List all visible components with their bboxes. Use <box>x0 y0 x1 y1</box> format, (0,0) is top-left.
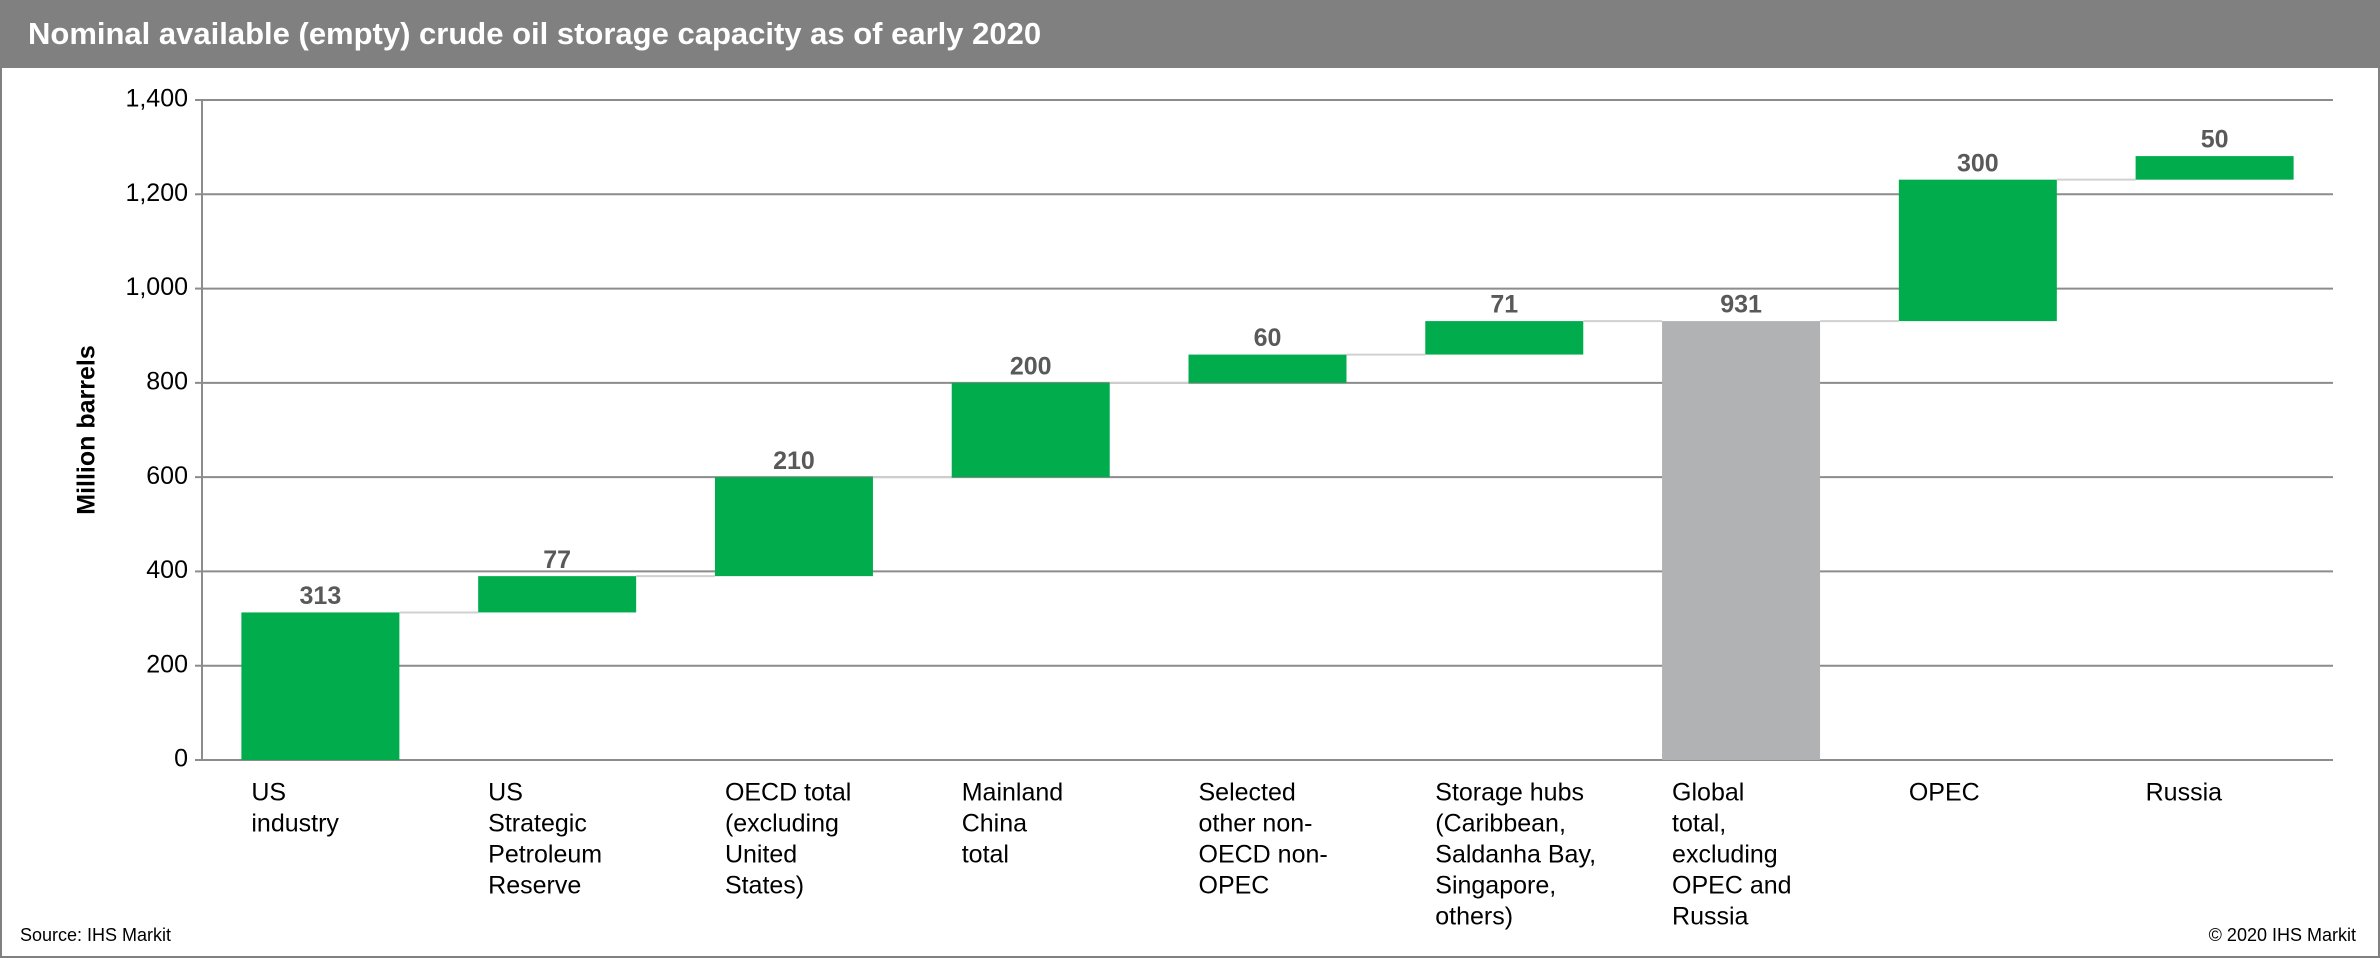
x-tick-label: (excluding <box>725 810 839 838</box>
x-tick-label: OECD total <box>725 779 851 807</box>
y-tick-label: 1,000 <box>125 273 188 301</box>
x-tick-label: Petroleum <box>488 841 602 869</box>
value-label: 210 <box>773 447 815 475</box>
x-tick-label: US <box>488 779 523 807</box>
source: Source: IHS Markit <box>20 925 171 945</box>
x-tick-label: Strategic <box>488 810 587 838</box>
x-tick-label: OECD non- <box>1199 841 1328 869</box>
x-tick-label: OPEC and <box>1672 872 1792 900</box>
x-tick-label: OPEC <box>1909 779 1980 807</box>
x-tick-label: Storage hubs <box>1435 779 1584 807</box>
y-tick-label: 1,200 <box>125 179 188 207</box>
y-tick-label: 1,400 <box>125 85 188 113</box>
x-tick-label: United <box>725 841 797 869</box>
value-label: 60 <box>1254 324 1282 352</box>
x-tick-label: Reserve <box>488 872 581 900</box>
y-tick-label: 200 <box>146 650 188 678</box>
chart-title: Nominal available (empty) crude oil stor… <box>28 16 1041 51</box>
x-tick-label: total, <box>1672 810 1726 838</box>
x-tick-label: industry <box>251 810 339 838</box>
x-tick-label: other non- <box>1199 810 1313 838</box>
value-label: 200 <box>1010 352 1052 380</box>
copyright: © 2020 IHS Markit <box>2209 925 2356 945</box>
bar <box>2135 156 2294 180</box>
bar <box>1898 179 2057 322</box>
x-tick-label: Selected <box>1199 779 1296 807</box>
x-tick-label: OPEC <box>1199 872 1270 900</box>
x-tick-label: Mainland <box>962 779 1063 807</box>
y-tick-label: 400 <box>146 556 188 584</box>
x-tick-label: total <box>962 841 1009 869</box>
x-tick-label: Saldanha Bay, <box>1435 841 1596 869</box>
bar <box>478 576 637 613</box>
bar <box>1662 321 1821 760</box>
x-tick-label: Global <box>1672 779 1744 807</box>
bar <box>951 382 1110 478</box>
value-label: 300 <box>1957 149 1999 177</box>
y-axis-label: Million barrels <box>73 345 101 514</box>
x-tick-label: US <box>251 779 286 807</box>
bar <box>1425 321 1584 355</box>
x-tick-label: China <box>962 810 1027 838</box>
x-tick-label: Russia <box>2146 779 2223 807</box>
x-tick-label: others) <box>1435 903 1513 931</box>
value-label: 50 <box>2201 126 2229 154</box>
bar <box>1188 354 1347 383</box>
bar <box>241 612 400 760</box>
value-label: 77 <box>543 546 571 574</box>
value-label: 313 <box>300 582 342 610</box>
x-tick-label: Russia <box>1672 903 1749 931</box>
x-tick-label: Singapore, <box>1435 872 1556 900</box>
y-tick-label: 0 <box>174 745 188 773</box>
value-label: 931 <box>1720 291 1762 319</box>
y-tick-label: 600 <box>146 462 188 490</box>
bar <box>714 477 873 577</box>
x-tick-label: States) <box>725 872 804 900</box>
x-tick-label: (Caribbean, <box>1435 810 1566 838</box>
value-label: 71 <box>1490 291 1518 319</box>
title-bar <box>0 0 2380 68</box>
y-tick-label: 800 <box>146 367 188 395</box>
x-tick-label: excluding <box>1672 841 1778 869</box>
